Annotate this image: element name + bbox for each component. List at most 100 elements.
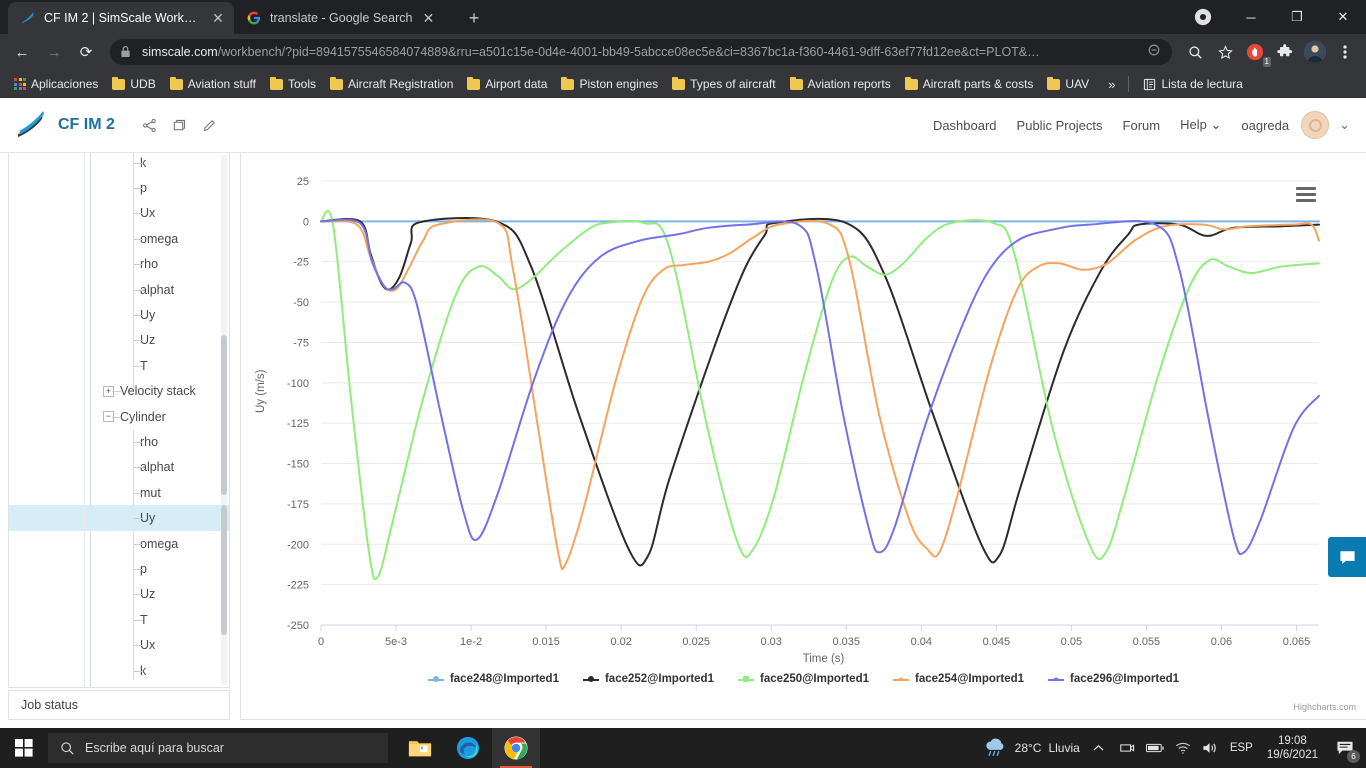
tree-item-velocity-stack[interactable]: + Velocity stack: [9, 379, 229, 404]
tree-item-label: omega: [140, 231, 179, 246]
tab-close-icon[interactable]: ✕: [422, 9, 435, 26]
back-button[interactable]: ←: [14, 43, 30, 61]
forward-button[interactable]: →: [46, 43, 62, 61]
bookmark-tools[interactable]: Tools: [264, 74, 322, 94]
legend-item-face254[interactable]: face254@Imported1: [893, 673, 1024, 685]
tree-item-ux-2[interactable]: Ux: [9, 632, 229, 657]
window-maximize-button[interactable]: ❐: [1291, 9, 1303, 24]
folder-icon: [270, 76, 283, 90]
bookmark-types-of-aircraft[interactable]: Types of aircraft: [666, 74, 781, 94]
legend-marker-circle-icon: [427, 674, 444, 684]
tree-item-uz-2[interactable]: Uz: [9, 582, 229, 607]
tree-item-k[interactable]: k: [9, 153, 229, 175]
tree-item-alphat[interactable]: alphat: [9, 277, 229, 302]
file-explorer-icon[interactable]: [396, 728, 444, 768]
star-icon[interactable]: [1212, 39, 1238, 65]
chevron-up-icon[interactable]: [1090, 739, 1108, 757]
search-icon[interactable]: [1182, 39, 1208, 65]
nav-username[interactable]: oagreda: [1241, 117, 1290, 133]
bookmarks-overflow-button[interactable]: »: [1108, 76, 1116, 92]
tree-item-p-2[interactable]: p: [9, 556, 229, 581]
avatar-chevron-down-icon[interactable]: ⌄: [1339, 117, 1350, 132]
clock-date: 19/6/2021: [1266, 749, 1318, 761]
three-dots-icon[interactable]: [1332, 39, 1358, 65]
edit-icon[interactable]: [197, 112, 223, 138]
reading-list-button[interactable]: Lista de lectura: [1137, 74, 1248, 94]
window-minimize-button[interactable]: ─: [1246, 9, 1256, 25]
edge-icon[interactable]: [444, 728, 492, 768]
volume-icon[interactable]: [1202, 739, 1220, 757]
tree-scrollbar[interactable]: [221, 155, 227, 685]
tab-close-icon[interactable]: ✕: [212, 9, 224, 26]
simscale-logo[interactable]: [16, 110, 46, 140]
nav-help[interactable]: Help ⌄: [1180, 117, 1221, 133]
avatar[interactable]: [1301, 111, 1330, 139]
bookmark-udb[interactable]: UDB: [106, 74, 161, 94]
tree-item-cylinder[interactable]: − Cylinder: [9, 404, 229, 429]
tree-item-rho[interactable]: rho: [9, 252, 229, 277]
tree-item-omega[interactable]: omega: [9, 226, 229, 251]
browser-tab-1[interactable]: translate - Google Search ✕: [234, 2, 460, 34]
onedrive-icon[interactable]: [1118, 739, 1136, 757]
tree-item-p[interactable]: p: [9, 175, 229, 200]
new-tab-button[interactable]: +: [468, 7, 480, 28]
chat-bubble-icon[interactable]: [1328, 537, 1366, 577]
bookmark-aircraft-registration[interactable]: Aircraft Registration: [324, 74, 459, 94]
browser-tab-0[interactable]: CF IM 2 | SimScale Workbench ✕: [8, 2, 234, 34]
action-center-icon[interactable]: 6: [1332, 735, 1360, 763]
language-indicator[interactable]: ESP: [1229, 742, 1253, 754]
legend-item-face296[interactable]: face296@Imported1: [1048, 673, 1179, 685]
bookmark-airport-data[interactable]: Airport data: [461, 74, 553, 94]
clock[interactable]: 19:08 19/6/2021: [1263, 734, 1322, 762]
chart-series-line[interactable]: [320, 218, 1320, 556]
hamburger-menu-icon[interactable]: [1294, 183, 1318, 205]
bookmark-aviation-stuff[interactable]: Aviation stuff: [164, 74, 262, 94]
legend-item-face248[interactable]: face248@Imported1: [427, 673, 559, 685]
nav-forum[interactable]: Forum: [1122, 117, 1161, 133]
bookmark-uav[interactable]: UAV: [1041, 74, 1095, 94]
legend-item-face250[interactable]: face250@Imported1: [737, 673, 869, 685]
tree-item-uy[interactable]: Uy: [9, 302, 229, 327]
profile-avatar[interactable]: [1302, 39, 1328, 65]
share-icon[interactable]: [137, 112, 163, 138]
tree-item-t-2[interactable]: T: [9, 607, 229, 632]
tree-item-rho-2[interactable]: rho: [9, 429, 229, 454]
bookmark-piston-engines[interactable]: Piston engines: [555, 74, 664, 94]
chart-svg[interactable]: 25 0 -25 -50 -75 -100 -125 -150 -175 -200 -225 -250…: [241, 153, 1366, 720]
job-status-bar[interactable]: Job status: [8, 690, 230, 720]
copy-icon[interactable]: [167, 112, 193, 138]
bookmark-apps[interactable]: Aplicaciones: [8, 74, 104, 94]
tree-item-uy-selected[interactable]: Uy: [9, 505, 229, 531]
reload-button[interactable]: ⟳: [79, 44, 93, 61]
tree-item-ux[interactable]: Ux: [9, 201, 229, 226]
puzzle-icon[interactable]: [1272, 39, 1298, 65]
chart-series-line[interactable]: [320, 218, 1320, 571]
tree-item-t[interactable]: T: [9, 353, 229, 378]
nav-dashboard[interactable]: Dashboard: [932, 117, 997, 133]
tree-item-label: T: [140, 358, 148, 373]
legend-item-face252[interactable]: face252@Imported1: [582, 673, 714, 685]
tree-item-omega-2[interactable]: omega: [9, 531, 229, 556]
address-bar[interactable]: simscale.com/workbench/?pid=894157554658…: [110, 39, 1172, 65]
bookmark-aircraft-parts-costs[interactable]: Aircraft parts & costs: [899, 74, 1040, 94]
tree-item-uz[interactable]: Uz: [9, 328, 229, 353]
tree-item-alphat-2[interactable]: alphat: [9, 455, 229, 480]
highcharts-credit[interactable]: Highcharts.com: [1293, 702, 1356, 712]
extension-alert-icon[interactable]: 1: [1242, 39, 1271, 67]
bookmark-label: Types of aircraft: [690, 77, 776, 91]
window-close-button[interactable]: ✕: [1337, 9, 1349, 24]
battery-icon[interactable]: [1145, 739, 1164, 757]
y-tick-label: -125: [287, 418, 309, 430]
bookmark-aviation-reports[interactable]: Aviation reports: [784, 74, 897, 94]
chart-series-line[interactable]: [320, 217, 1320, 567]
windows-icon[interactable]: [0, 728, 48, 768]
tree-item-mut[interactable]: mut: [9, 480, 229, 505]
wifi-icon[interactable]: [1174, 739, 1192, 757]
nav-public-projects[interactable]: Public Projects: [1016, 117, 1103, 133]
taskbar-search-input[interactable]: Escribe aquí para buscar: [48, 733, 388, 763]
chrome-icon[interactable]: [492, 728, 540, 768]
chart-series-line[interactable]: [320, 209, 1320, 581]
weather-widget[interactable]: 28°C Lluvia: [984, 738, 1080, 758]
folder-icon: [561, 76, 575, 90]
tree-item-k-2[interactable]: k: [9, 658, 229, 683]
